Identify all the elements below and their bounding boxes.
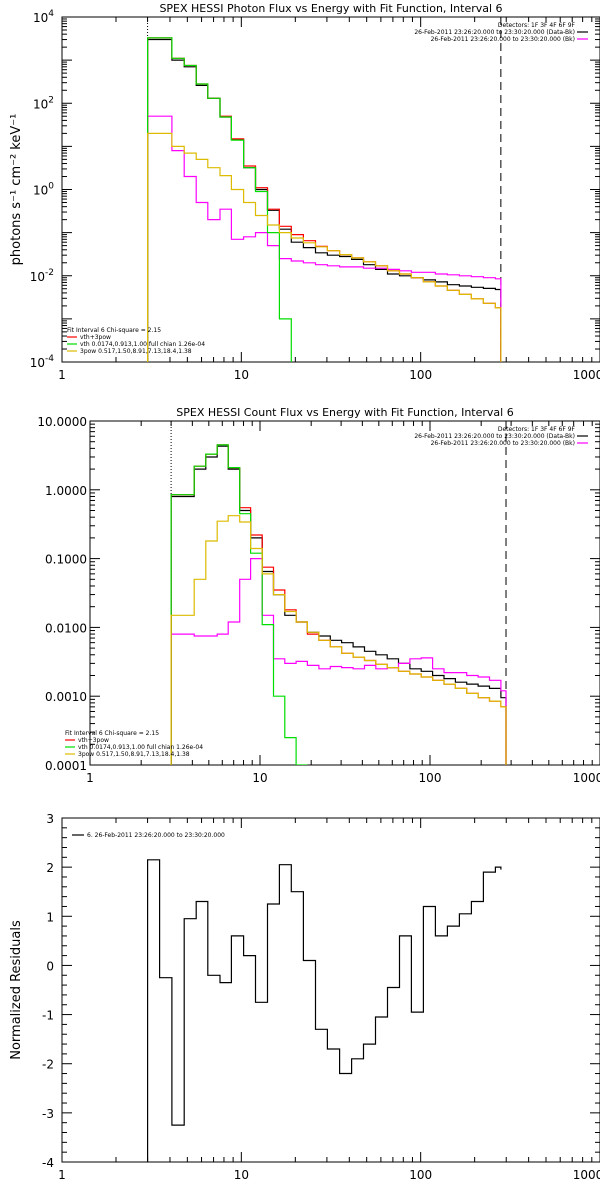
plot-frame: [61, 16, 600, 363]
legend: 6. 26-Feb-2011 23:26:20.000 to 23:30:20.…: [72, 832, 225, 839]
series-bk: [170, 558, 507, 765]
y-tick-base: 10: [33, 184, 48, 198]
y-tick-label: 2: [46, 861, 54, 875]
series-group: [147, 859, 502, 1162]
legend-entry: vth 0.0174,0.913,1.00 full chian 1.26e-0…: [78, 744, 203, 751]
legend-entry: 26-Feb-2011 23:26:20.000 to 23:30:20.000…: [414, 29, 575, 36]
y-tick-label: 10.0000: [37, 415, 87, 429]
plot-frame: [89, 420, 600, 766]
y-axis: -4 -3 -2 -1 0 1 2 3: [42, 812, 600, 1170]
y-tick-base: 10: [30, 270, 45, 284]
legend-bottom-left: Fit Interval 6 Chi-square = 2.15vth+3pow…: [65, 730, 203, 758]
series-3pow: [147, 132, 502, 362]
series-vth: [170, 444, 308, 765]
y-tick-base: 10: [33, 11, 48, 25]
series-data-bk: [147, 38, 502, 362]
x-tick-label: 1: [58, 368, 66, 382]
legend-entry: Fit Interval 6 Chi-square = 2.15: [67, 327, 161, 334]
legend-entry: 6. 26-Feb-2011 23:26:20.000 to 23:30:20.…: [87, 832, 225, 839]
y-tick-label: 1.0000: [45, 484, 87, 498]
x-tick-label: 1000: [573, 1168, 600, 1182]
series-bk: [147, 115, 502, 362]
legend-entry: Fit Interval 6 Chi-square = 2.15: [65, 730, 159, 737]
y-tick-label: 100: [33, 182, 54, 198]
series-data-bk: [170, 445, 507, 765]
chart-title: SPEX HESSI Photon Flux vs Energy with Fi…: [159, 2, 502, 15]
legend-bottom-left: Fit Interval 6 Chi-square = 2.15vth+3pow…: [67, 327, 205, 355]
legend-entry: Detectors: 1F 3F 4F 6F 9F: [498, 22, 576, 29]
plot-frame: [61, 817, 600, 1163]
y-tick-exponent: 0: [48, 182, 54, 192]
x-axis: 1 10 100 1000: [86, 421, 600, 785]
y-tick-label: 0: [46, 959, 54, 973]
y-tick-label: 102: [33, 95, 54, 111]
series-6-26-feb-2011-23-26-20-000-to-23-30-20-000: [147, 859, 502, 1162]
y-tick-exponent: -2: [45, 268, 54, 278]
x-tick-label: 1000: [573, 368, 600, 382]
legend-entry: 3pow 0.517,1.50,8.91,7.13,18.4,1.38: [78, 751, 190, 758]
x-tick-label: 10: [234, 1168, 249, 1182]
legend-entry: 26-Feb-2011 23:26:20.000 to 23:30:20.000…: [414, 433, 575, 440]
y-tick-exponent: 4: [48, 9, 54, 19]
chart-title: SPEX HESSI Count Flux vs Energy with Fit…: [176, 406, 513, 419]
y-tick-label: -1: [42, 1009, 54, 1023]
legend-entry: vth 0.0174,0.913,1.00 full chian 1.26e-0…: [80, 341, 205, 348]
series-3pow: [170, 515, 507, 765]
legend-entry: vth+3pow: [80, 334, 111, 341]
series-group: [147, 37, 502, 362]
x-tick-label: 1: [86, 771, 94, 785]
x-tick-label: 100: [419, 771, 442, 785]
y-axis-label: photons s⁻¹ cm⁻² keV⁻¹: [9, 114, 24, 266]
y-axis-label: Normalized Residuals: [9, 920, 24, 1060]
y-tick-label: 0.0100: [45, 621, 87, 635]
x-axis: 1 10 100 1000: [58, 17, 600, 382]
chart-3: 1 10 100 1000 -4 -3 -2 -1 0 1 2 3 Normalized Residua…: [9, 812, 600, 1182]
y-tick-label: -3: [42, 1107, 54, 1121]
legend-entry: Detectors: 1F 3F 4F 6F 9F: [498, 426, 576, 433]
y-tick-label: 0.0010: [45, 690, 87, 704]
x-tick-label: 100: [409, 368, 432, 382]
legend-entry: 26-Feb-2011 23:26:20.000 to 23:30:20.000…: [431, 440, 575, 447]
x-tick-label: 1: [58, 1168, 66, 1182]
y-tick-label: 1: [46, 910, 54, 924]
y-tick-base: 10: [30, 356, 45, 370]
y-tick-label: 0.1000: [45, 553, 87, 567]
x-tick-label: 10: [234, 368, 249, 382]
y-tick-label: 10-4: [30, 354, 55, 370]
series-vth: [147, 37, 292, 362]
y-tick-base: 10: [33, 97, 48, 111]
legend-entry: 3pow 0.517,1.50,8.91,7.13,18.4,1.38: [80, 348, 192, 355]
y-tick-label: -4: [42, 1156, 54, 1170]
series-vth-3pow: [147, 37, 502, 362]
y-tick-exponent: -4: [45, 354, 54, 364]
y-tick-label: 104: [33, 9, 54, 25]
x-tick-label: 1000: [573, 771, 600, 785]
y-tick-label: -2: [42, 1058, 54, 1072]
y-tick-label: 10-2: [30, 268, 54, 284]
chart-2: SPEX HESSI Count Flux vs Energy with Fit…: [37, 406, 600, 785]
legend-entry: 26-Feb-2011 23:26:20.000 to 23:30:20.000…: [431, 36, 575, 43]
legend-entry: vth+3pow: [78, 737, 109, 744]
x-tick-label: 10: [252, 771, 267, 785]
y-tick-exponent: 2: [48, 95, 54, 105]
chart-1: SPEX HESSI Photon Flux vs Energy with Fi…: [9, 2, 600, 382]
series-vth-3pow: [170, 444, 507, 765]
series-group: [170, 444, 507, 765]
y-axis: 0.0001 0.0010 0.0100 0.1000 1.0000 10.0000: [37, 415, 600, 773]
y-tick-label: 3: [46, 812, 54, 826]
y-tick-label: 0.0001: [45, 759, 87, 773]
x-axis: 1 10 100 1000: [58, 818, 600, 1182]
x-tick-label: 100: [409, 1168, 432, 1182]
